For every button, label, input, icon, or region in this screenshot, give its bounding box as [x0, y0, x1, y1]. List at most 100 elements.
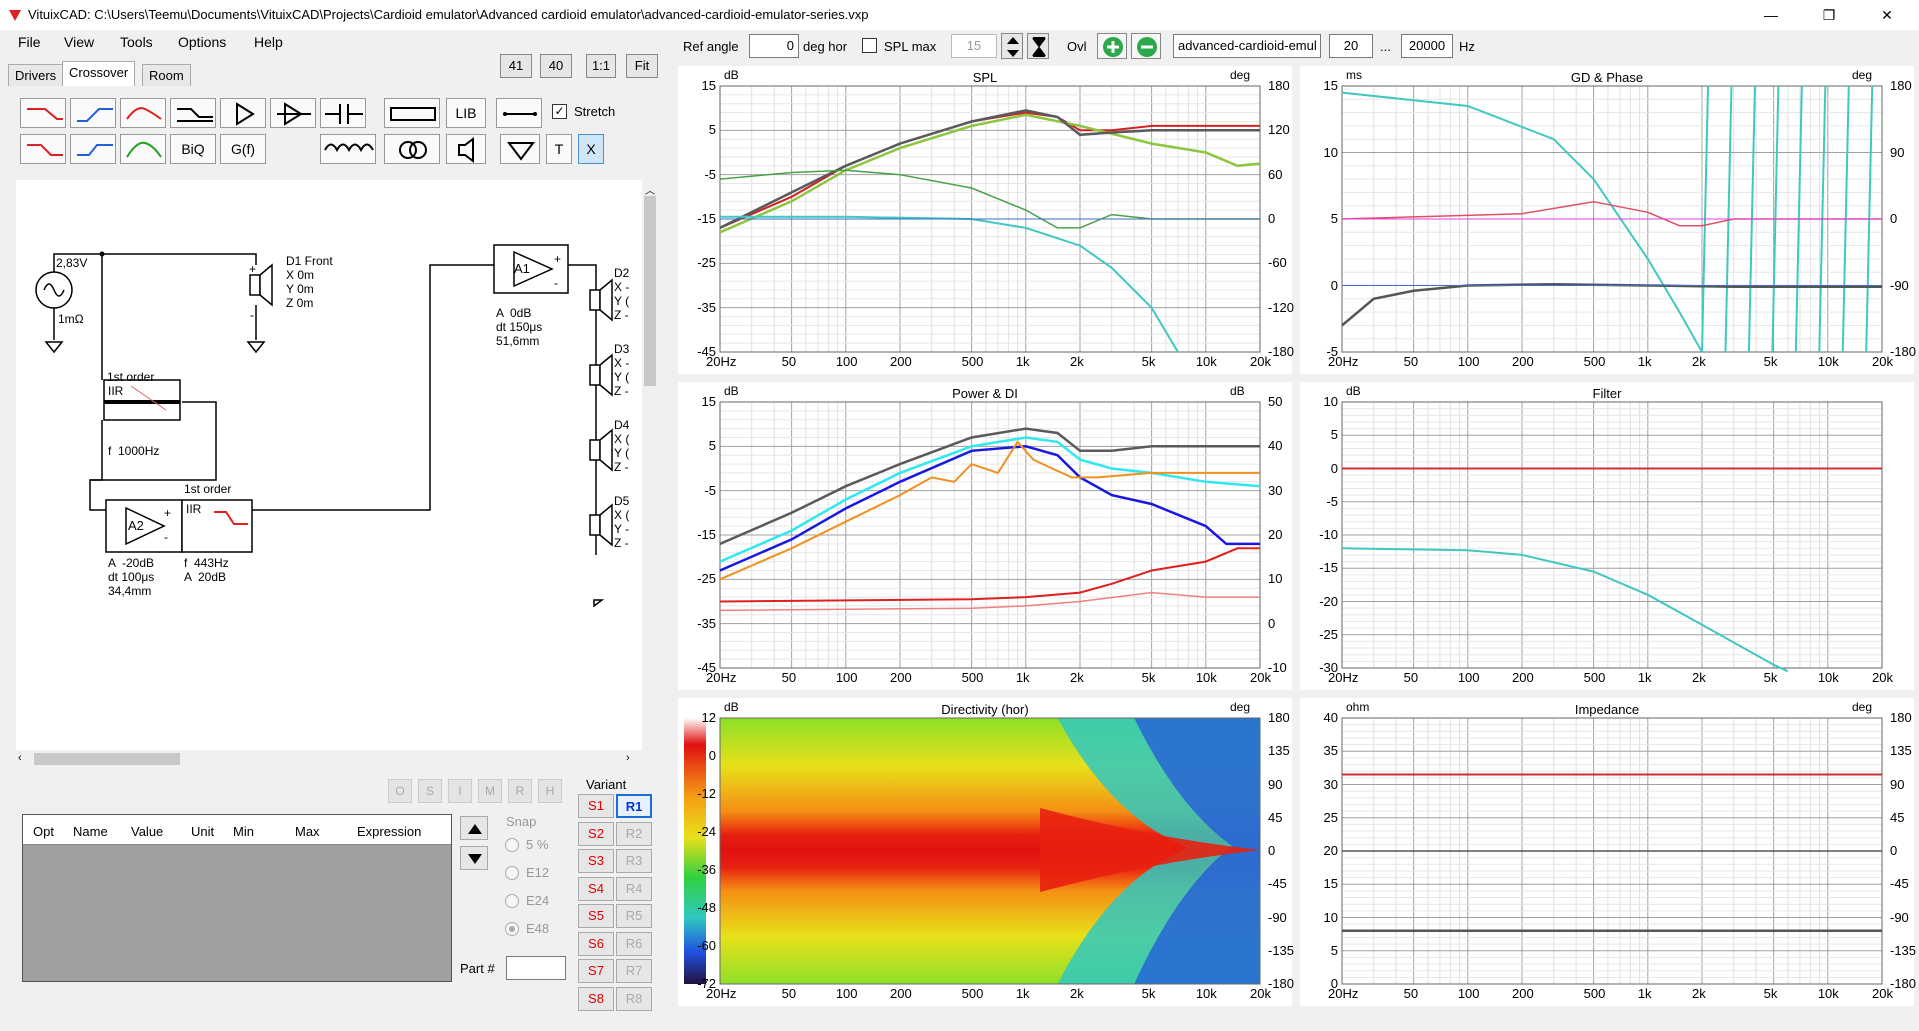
- variant-s6-button[interactable]: S6: [578, 931, 614, 956]
- schematic-vertical-scrollbar[interactable]: ︿: [642, 180, 658, 750]
- col-expression[interactable]: Expression: [357, 824, 422, 839]
- move-up-button[interactable]: [460, 816, 488, 840]
- variant-s4-button[interactable]: S4: [578, 876, 614, 901]
- amplifier-tool[interactable]: [220, 98, 266, 128]
- bandpass-red-tool[interactable]: [120, 98, 166, 128]
- optimizer-table[interactable]: Opt Name Value Unit Min Max Expression: [22, 814, 452, 982]
- transformer-tool[interactable]: [384, 134, 440, 164]
- tab-room[interactable]: Room: [142, 64, 191, 86]
- filter2-params[interactable]: f 443Hz A 20dB: [184, 556, 229, 584]
- amp-a1-params[interactable]: A 0dB dt 150μs 51,6mm: [496, 306, 543, 348]
- amp-a2-params[interactable]: A -20dB dt 100μs 34,4mm: [108, 556, 155, 598]
- variant-r5-button[interactable]: R5: [616, 904, 652, 928]
- snap-e24-radio[interactable]: [505, 894, 519, 908]
- zoom-fit-button[interactable]: Fit: [626, 54, 658, 78]
- variant-r4-button[interactable]: R4: [616, 876, 652, 901]
- close-button[interactable]: ✕: [1881, 7, 1893, 23]
- variant-r8-button[interactable]: R8: [616, 986, 652, 1011]
- highpass-blue-2-tool[interactable]: [70, 134, 116, 164]
- snap-e48-radio[interactable]: [505, 922, 519, 936]
- opt-o-button[interactable]: O: [388, 779, 412, 803]
- directivity-graph[interactable]: Directivity (hor) dB deg 12 0 -12 -24 -36 -48 -60…: [678, 698, 1294, 1006]
- bandpass-green-tool[interactable]: [120, 134, 166, 164]
- filter-graph[interactable]: Filter dB 10 5 0 -5 -10 -15 -20 -25 -30 20Hz 50 100 20…: [1300, 382, 1914, 690]
- freq-min-input[interactable]: 20: [1329, 34, 1373, 58]
- capacitor-tool[interactable]: [320, 98, 366, 128]
- opt-m-button[interactable]: M: [478, 779, 502, 803]
- opt-r-button[interactable]: R: [508, 779, 532, 803]
- scroll-thumb[interactable]: [644, 196, 656, 386]
- menu-file[interactable]: File: [18, 34, 41, 50]
- part-number-input[interactable]: [506, 956, 566, 980]
- variant-r1-button[interactable]: R1: [616, 794, 652, 818]
- text-tool[interactable]: T: [546, 134, 572, 164]
- ground-tool[interactable]: [500, 134, 540, 164]
- driver-d4-label[interactable]: D4 X ( Y ( Z -: [614, 418, 630, 474]
- maximize-button[interactable]: ❐: [1822, 7, 1836, 23]
- menu-tools[interactable]: Tools: [120, 34, 153, 50]
- impedance-graph[interactable]: Impedance ohm deg 40 35 30 25 20 15 10 5 0 180 135 90 4…: [1300, 698, 1916, 1006]
- scroll-up-icon[interactable]: ︿: [645, 186, 655, 197]
- col-unit[interactable]: Unit: [191, 824, 215, 839]
- move-down-button[interactable]: [460, 846, 488, 870]
- spl-max-input[interactable]: 15: [951, 34, 997, 58]
- driver-d5-label[interactable]: D5 X ( Y - Z -: [614, 494, 630, 550]
- menu-view[interactable]: View: [64, 34, 95, 50]
- col-max[interactable]: Max: [295, 824, 320, 839]
- library-tool[interactable]: LIB: [446, 98, 486, 128]
- variant-s1-button[interactable]: S1: [578, 794, 614, 818]
- driver-d3-label[interactable]: D3 X - Y ( Z -: [614, 342, 630, 398]
- snap-5pct-radio[interactable]: [505, 838, 519, 852]
- buffer-tool[interactable]: [270, 98, 316, 128]
- resistor-tool[interactable]: [384, 98, 440, 128]
- variant-r6-button[interactable]: R6: [616, 931, 652, 956]
- lowpass-red-2-tool[interactable]: [20, 134, 66, 164]
- overlay-add-button[interactable]: [1097, 33, 1127, 59]
- inductor-tool[interactable]: [320, 134, 376, 164]
- power-di-graph[interactable]: Power & DI dB dB 15 5 -5 -15 -25 -35 -45 50 40 30 20 1…: [678, 382, 1292, 690]
- col-value[interactable]: Value: [131, 824, 164, 839]
- highpass-blue-tool[interactable]: [70, 98, 116, 128]
- variant-r7-button[interactable]: R7: [616, 959, 652, 983]
- count-button-40[interactable]: 40: [540, 54, 572, 78]
- scroll-left-icon[interactable]: ‹: [18, 752, 22, 764]
- overlay-remove-button[interactable]: [1131, 33, 1161, 59]
- count-button-41[interactable]: 41: [500, 54, 532, 78]
- stretch-checkbox[interactable]: ✓: [552, 104, 567, 119]
- variant-r2-button[interactable]: R2: [616, 821, 652, 846]
- x-tool[interactable]: X: [578, 134, 604, 164]
- variant-s3-button[interactable]: S3: [578, 849, 614, 873]
- hscroll-thumb[interactable]: [34, 753, 180, 765]
- gd-phase-graph[interactable]: GD & Phase ms deg 15 10 5 0 -5 180 90 0 -90 -180 20Hz…: [1300, 66, 1916, 374]
- driver-d2-label[interactable]: D2 X - Y ( Z -: [614, 266, 630, 322]
- spl-spinner[interactable]: [1001, 33, 1023, 59]
- transfer-function-tool[interactable]: G(f): [220, 134, 266, 164]
- tab-drivers[interactable]: Drivers: [8, 64, 64, 86]
- col-name[interactable]: Name: [73, 824, 108, 839]
- variant-s7-button[interactable]: S7: [578, 959, 614, 983]
- variant-s5-button[interactable]: S5: [578, 904, 614, 928]
- opt-s-button[interactable]: S: [418, 779, 442, 803]
- schematic-horizontal-scrollbar[interactable]: ‹ ›: [16, 750, 642, 768]
- zoom-1-1-button[interactable]: 1:1: [586, 54, 616, 78]
- spl-max-checkbox[interactable]: [862, 38, 877, 53]
- variant-s8-button[interactable]: S8: [578, 986, 614, 1011]
- spl-autoscale-button[interactable]: [1027, 33, 1049, 59]
- ref-angle-input[interactable]: 0: [749, 34, 799, 58]
- scroll-right-icon[interactable]: ›: [626, 752, 630, 764]
- schematic-canvas[interactable]: 2,83V 1mΩ D1 Front X 0m Y 0m Z 0m + - 1s…: [16, 180, 642, 750]
- menu-options[interactable]: Options: [178, 34, 227, 50]
- wire-tool[interactable]: [496, 98, 542, 128]
- shelf-tool[interactable]: [170, 98, 216, 128]
- lowpass-red-tool[interactable]: [20, 98, 66, 128]
- snap-e12-radio[interactable]: [505, 866, 519, 880]
- driver-tool[interactable]: [446, 134, 486, 164]
- freq-max-input[interactable]: 20000: [1401, 34, 1453, 58]
- spl-graph[interactable]: SPL dB deg 15 5 -5 -15 -25 -35 -45 180 120 60 0 -60 -12…: [678, 66, 1294, 374]
- variant-s2-button[interactable]: S2: [578, 821, 614, 846]
- filter1-params[interactable]: f 1000Hz: [108, 444, 160, 458]
- biquad-tool[interactable]: BiQ: [170, 134, 216, 164]
- minimize-button[interactable]: —: [1764, 7, 1778, 23]
- menu-help[interactable]: Help: [254, 34, 283, 50]
- overlay-name-input[interactable]: advanced-cardioid-emul: [1173, 34, 1321, 58]
